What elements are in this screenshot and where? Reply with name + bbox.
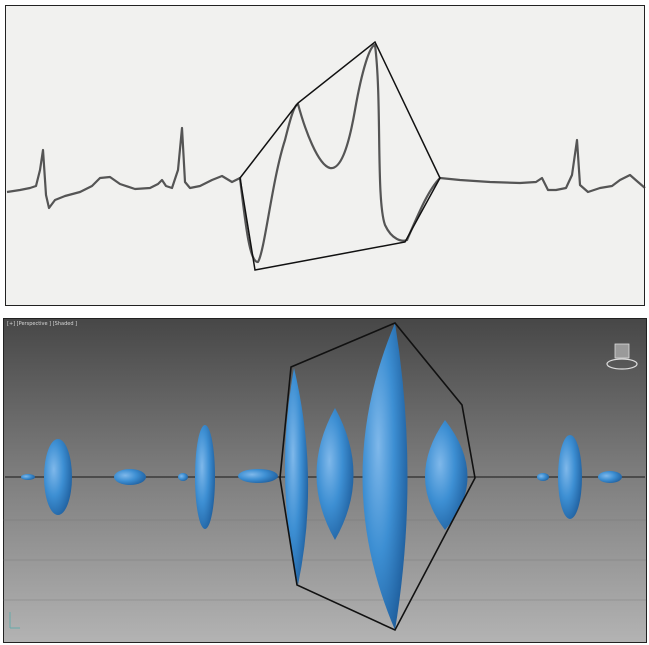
shape [558,435,582,519]
shape [537,473,549,481]
figure: [+] [Perspective ] [Shaded ] [0,0,649,645]
shape [238,469,278,483]
page: [+] [Perspective ] [Shaded ] (() => { co… [0,0,649,645]
shape [114,469,146,485]
shape [44,439,72,515]
shape [195,425,215,529]
shape [21,474,35,480]
shape [598,471,622,483]
shape [178,473,188,481]
viewport-label: [+] [Perspective ] [Shaded ] [7,321,77,327]
ecg-panel [6,6,645,306]
